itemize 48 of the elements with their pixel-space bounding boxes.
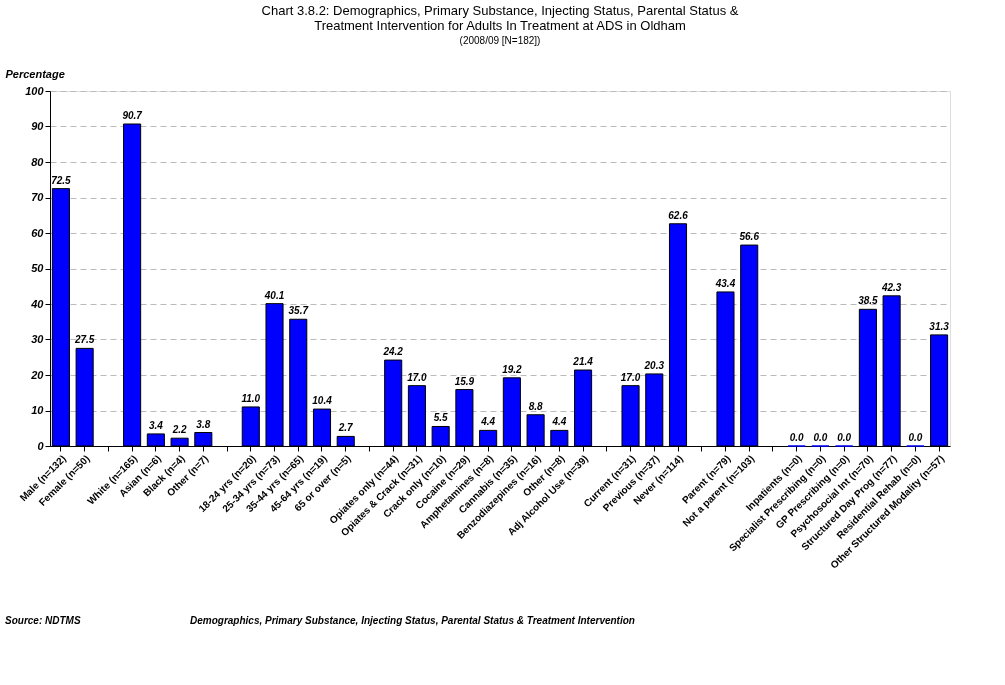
y-tick-label: 70 [31, 191, 45, 203]
y-tick-label: 0 [37, 439, 45, 452]
y-tick-label: 10 [31, 404, 45, 416]
data-label: 90.7 [122, 110, 143, 122]
data-label: 2.2 [171, 424, 187, 436]
y-tick-label: 40 [30, 297, 45, 310]
data-label: 17.0 [407, 371, 428, 383]
y-axis-title: Percentage [5, 67, 65, 80]
chart-title: Chart 3.8.2: Demographics, Primary Substance, Injecting Status, Parental Status & Treatment Intervention for Adults In Treatment at ADS in Oldham [261, 3, 739, 33]
y-tick-label: 60 [31, 226, 45, 239]
data-label: 0.0 [789, 432, 805, 443]
data-label: 3.8 [196, 418, 211, 430]
data-label: 3.4 [148, 419, 164, 431]
data-label: 62.6 [668, 209, 689, 221]
y-tick-label: 90 [31, 120, 45, 132]
data-label: 72.5 [51, 174, 72, 186]
data-label: 0.0 [813, 432, 828, 443]
data-label: 24.2 [382, 346, 404, 358]
y-tick-label: 20 [30, 368, 45, 381]
y-tick-label: 80 [31, 155, 45, 168]
data-label: 56.6 [739, 231, 760, 243]
data-label: 17.0 [620, 371, 641, 383]
data-label: 0.0 [837, 432, 852, 443]
data-label: 43.4 [714, 277, 736, 289]
source-note: Source: NDTMS [5, 615, 81, 626]
data-label: 0.0 [908, 432, 923, 443]
data-label: 20.3 [643, 359, 665, 371]
y-tick-label: 100 [25, 84, 45, 97]
data-label: 8.8 [528, 400, 543, 412]
data-label: 4.4 [480, 416, 496, 428]
data-label: 11.0 [241, 392, 261, 404]
data-label: 35.7 [288, 305, 309, 317]
data-label: 19.2 [502, 363, 523, 375]
text: Demographics, Primary Substance, Injecting Status, Parental Status & Treatment Intervention [190, 615, 635, 626]
data-label: 4.4 [551, 416, 567, 428]
data-label: 27.5 [73, 334, 95, 346]
chart-subtitle: (2008/09 [N=182]) [459, 35, 541, 46]
data-label: 15.9 [454, 375, 475, 387]
data-label: 38.5 [858, 295, 879, 307]
data-label: 5.5 [433, 412, 449, 424]
y-tick-label: 30 [31, 333, 45, 345]
data-label: 42.3 [880, 281, 902, 293]
data-label: 31.3 [929, 320, 950, 332]
y-tick-label: 50 [31, 262, 45, 274]
data-label: 10.4 [312, 395, 333, 407]
data-label: 21.4 [572, 356, 594, 368]
data-label: 40.1 [263, 289, 285, 301]
data-label: 2.7 [337, 422, 354, 434]
